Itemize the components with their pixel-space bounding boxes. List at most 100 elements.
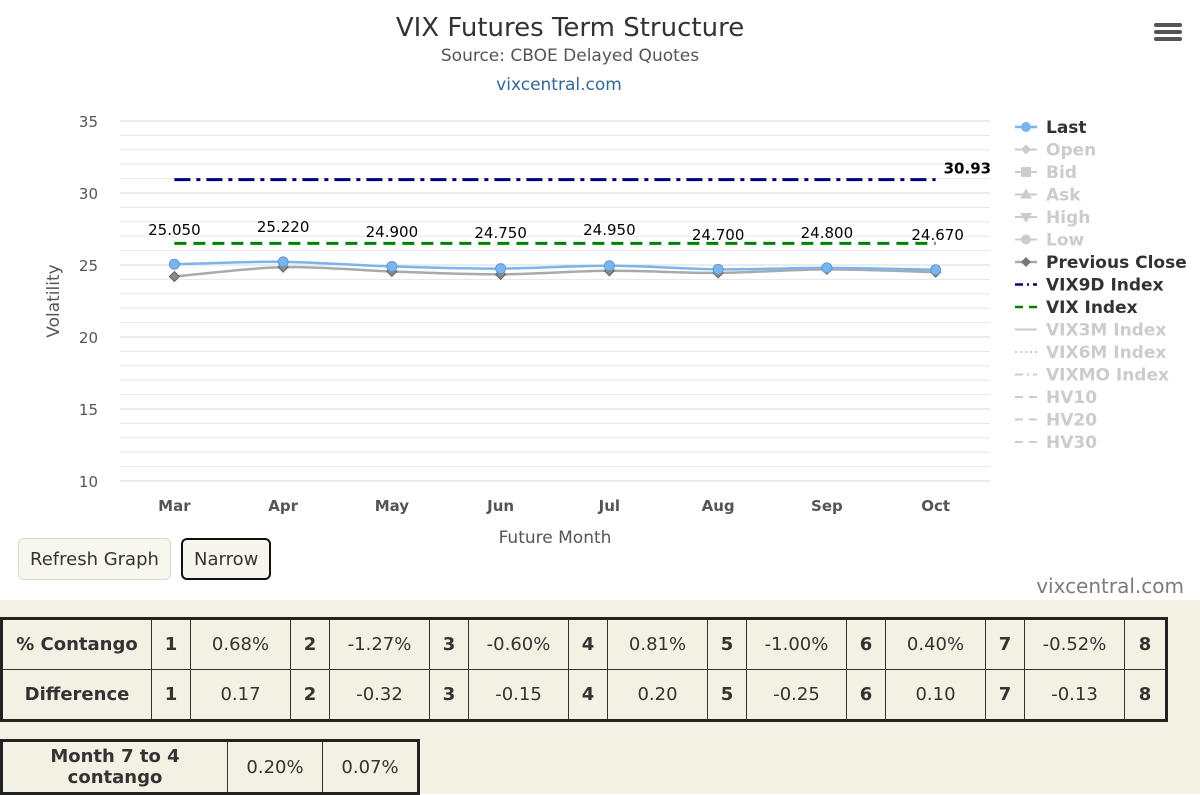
x-tick-label: May <box>375 497 410 515</box>
month-value: -0.32 <box>329 669 430 721</box>
month-contango-label: Month 7 to 4 contango <box>1 740 228 794</box>
legend-item-high[interactable]: High <box>1015 208 1090 228</box>
month-number: 8 <box>1124 669 1167 721</box>
legend-item-bid[interactable]: Bid <box>1015 163 1077 183</box>
legend-marker <box>1020 213 1032 223</box>
chart-subtitle: Source: CBOE Delayed Quotes <box>441 46 699 66</box>
row-label: % Contango <box>1 618 152 670</box>
last-data-label: 24.900 <box>366 223 419 241</box>
month-value: -0.60% <box>468 618 569 670</box>
month-value: -0.15 <box>468 669 569 721</box>
last-data-label: 24.800 <box>801 224 854 242</box>
month-number: 5 <box>707 669 747 721</box>
legend-item-vix9d-index[interactable]: VIX9D Index <box>1015 276 1164 296</box>
month-value: 0.17 <box>190 669 291 721</box>
refresh-graph-button[interactable]: Refresh Graph <box>18 538 171 580</box>
legend-item-low[interactable]: Low <box>1015 231 1085 251</box>
legend-label: VIX9D Index <box>1046 276 1164 296</box>
legend-item-vixmo-index[interactable]: VIXMO Index <box>1015 366 1169 386</box>
month-number: 3 <box>429 618 469 670</box>
chart-area: VIX Futures Term Structure Source: CBOE D… <box>44 13 1187 548</box>
month-number: 4 <box>568 618 608 670</box>
legend-marker <box>1021 144 1031 155</box>
y-axis-title: Volatility <box>44 264 64 337</box>
month-value: -1.27% <box>329 618 430 670</box>
legend-marker <box>1021 234 1031 245</box>
legend-item-ask[interactable]: Ask <box>1015 186 1081 206</box>
month-value: -0.52% <box>1024 618 1125 670</box>
y-tick-label: 20 <box>79 329 98 347</box>
month-contango-table: Month 7 to 4 contango 0.20% 0.07% <box>0 739 420 795</box>
last-data-label: 24.750 <box>474 224 527 242</box>
legend-item-hv30[interactable]: HV30 <box>1015 433 1097 453</box>
legend-label: VIXMO Index <box>1046 366 1169 386</box>
legend-item-vix3m-index[interactable]: VIX3M Index <box>1015 321 1166 341</box>
legend-item-last[interactable]: Last <box>1015 118 1087 138</box>
legend-item-vix6m-index[interactable]: VIX6M Index <box>1015 343 1166 363</box>
legend-marker <box>1021 257 1031 267</box>
month-number: 6 <box>846 618 886 670</box>
month-value: 0.40% <box>885 618 986 670</box>
contango-row: Difference 1 0.17 2 -0.32 3 -0.15 4 0.20 5 -0.25 6 0… <box>1 669 1167 721</box>
last-data-label: 24.950 <box>583 221 636 239</box>
month-number: 8 <box>1124 618 1167 670</box>
legend-label: VIX Index <box>1046 298 1138 318</box>
month-number: 6 <box>846 669 886 721</box>
month-value: -0.25 <box>746 669 847 721</box>
y-tick-label: 10 <box>79 473 98 491</box>
chart-title: VIX Futures Term Structure <box>396 13 744 43</box>
month-number: 1 <box>151 618 191 670</box>
last-point <box>930 264 942 276</box>
month-value: -1.00% <box>746 618 847 670</box>
legend-label: Previous Close <box>1046 253 1187 273</box>
legend-item-open[interactable]: Open <box>1015 141 1096 161</box>
series-previous-close-line <box>174 265 936 278</box>
last-point <box>712 263 724 275</box>
menu-bar <box>1154 23 1182 27</box>
watermark: vixcentral.com <box>1036 574 1184 598</box>
legend-label: Ask <box>1046 186 1081 206</box>
month-number: 2 <box>290 618 330 670</box>
month-value: 0.10 <box>885 669 986 721</box>
month-number: 1 <box>151 669 191 721</box>
chart-menu-icon[interactable] <box>1152 20 1184 48</box>
month-number: 4 <box>568 669 608 721</box>
last-data-label: 25.220 <box>257 218 310 236</box>
menu-bar <box>1154 30 1182 34</box>
legend-marker <box>1021 122 1031 132</box>
month-value: 0.20 <box>607 669 708 721</box>
contango-row: % Contango 1 0.68% 2 -1.27% 3 -0.60% 4 0.81% 5 -1.… <box>1 618 1167 670</box>
narrow-button[interactable]: Narrow <box>181 538 272 580</box>
last-data-label: 24.700 <box>692 226 745 244</box>
legend-item-hv10[interactable]: HV10 <box>1015 388 1097 408</box>
chart-credit-link[interactable]: vixcentral.com <box>496 75 622 95</box>
x-tick-label: Oct <box>921 497 950 515</box>
last-data-label: 25.050 <box>148 221 201 239</box>
x-tick-label: Aug <box>702 497 735 515</box>
month-number: 7 <box>985 669 1025 721</box>
x-tick-label: Apr <box>268 497 298 515</box>
x-tick-label: Mar <box>158 497 191 515</box>
month-contango-value: 0.20% <box>227 740 323 794</box>
legend-item-vix-index[interactable]: VIX Index <box>1015 298 1138 318</box>
legend-item-previous-close[interactable]: Previous Close <box>1015 253 1187 273</box>
month-contango-value: 0.07% <box>322 740 419 794</box>
legend-label: HV30 <box>1046 433 1097 453</box>
legend-label: High <box>1046 208 1090 228</box>
legend-marker <box>1021 167 1031 177</box>
legend-label: Bid <box>1046 163 1077 183</box>
month-number: 3 <box>429 669 469 721</box>
legend-item-hv20[interactable]: HV20 <box>1015 411 1097 431</box>
last-point <box>386 260 398 272</box>
legend-label: Last <box>1046 118 1087 138</box>
previous-close-point <box>168 270 181 283</box>
last-data-label: 24.670 <box>911 226 964 244</box>
month-value: 0.68% <box>190 618 291 670</box>
legend-marker <box>1020 188 1032 199</box>
legend-label: VIX3M Index <box>1046 321 1166 341</box>
legend-label: Open <box>1046 141 1096 161</box>
menu-bar <box>1154 37 1182 41</box>
series-last-line <box>174 260 936 272</box>
legend-label: HV20 <box>1046 411 1097 431</box>
legend-label: Low <box>1046 231 1085 251</box>
